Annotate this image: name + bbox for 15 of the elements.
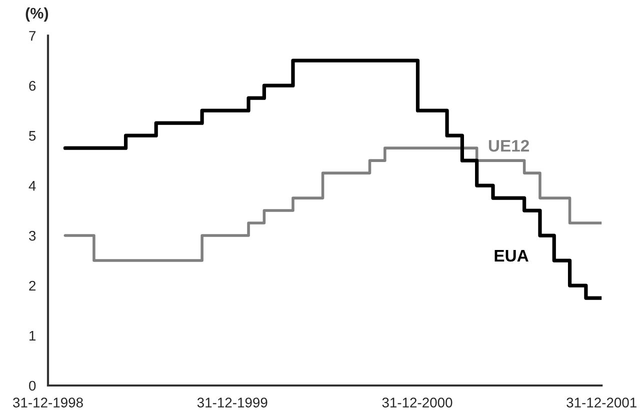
x-tick-label: 31-12-1999: [197, 398, 268, 408]
y-axis-title: (%): [26, 7, 48, 22]
series-label: UE12: [488, 140, 529, 152]
y-tick-label: 5: [29, 131, 36, 141]
y-tick-label: 0: [29, 380, 36, 391]
x-tick-label: 31-12-1998: [13, 398, 83, 408]
y-tick-label: 2: [29, 280, 36, 291]
x-tick-label: 31-12-2001: [566, 398, 636, 408]
y-tick-label: 7: [29, 31, 36, 41]
series-label: EUA: [494, 250, 528, 262]
y-tick-label: 3: [29, 230, 36, 241]
x-tick-label: 31-12-2000: [382, 398, 452, 408]
y-tick-label: 4: [28, 181, 36, 191]
y-tick-label: 6: [29, 80, 36, 91]
y-tick-label: 1: [30, 330, 36, 341]
